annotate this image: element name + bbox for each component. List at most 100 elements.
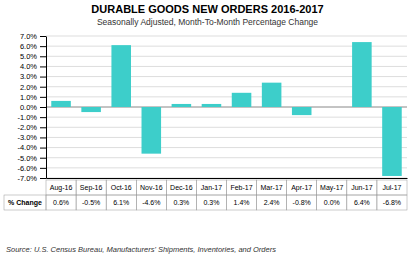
bar (382, 107, 402, 176)
table-cell (317, 195, 347, 210)
table-cell (106, 195, 136, 210)
category-label: Feb-17 (230, 184, 252, 191)
grid (46, 36, 407, 178)
table-cell (317, 180, 347, 195)
grid-line (46, 36, 407, 37)
table-cell (196, 180, 226, 195)
table-cell (136, 195, 166, 210)
table-cell (347, 195, 377, 210)
grid-line (46, 167, 407, 168)
bars (51, 42, 401, 176)
category-label: Aug-16 (50, 184, 73, 192)
bar (51, 101, 71, 107)
data-label: 0.0% (324, 199, 340, 206)
x-axis-line (47, 178, 408, 179)
bar (322, 107, 342, 108)
table-cell (4, 195, 46, 210)
y-tick-label: 6.0% (20, 42, 37, 51)
table-cell (46, 195, 76, 210)
category-label: Jan-17 (201, 184, 223, 191)
category-label: Mar-17 (261, 184, 283, 191)
y-tick-mark (40, 127, 46, 128)
table-cell (76, 195, 106, 210)
table-cell (377, 195, 407, 210)
data-label: 2.4% (264, 199, 280, 206)
table-cell (257, 195, 287, 210)
category-label: Sep-16 (80, 184, 103, 192)
y-tick-label: -5.0% (17, 154, 37, 163)
subtitle: Seasonally Adjusted, Month-To-Month Perc… (97, 17, 318, 27)
y-tick: 5.0% (20, 52, 46, 61)
category-label: Dec-16 (170, 184, 193, 191)
y-axis: -7.0%-6.0%-5.0%-4.0%-3.0%-2.0%-1.0%0.0%1… (17, 32, 46, 183)
y-tick-label: -2.0% (17, 123, 37, 132)
grid-line (46, 147, 407, 148)
table-row-label: % Change (8, 199, 42, 207)
y-tick-label: 5.0% (20, 52, 37, 61)
y-tick: 6.0% (20, 42, 46, 51)
data-label: -0.5% (82, 199, 100, 206)
y-tick-mark (40, 87, 46, 88)
data-label: -4.6% (142, 199, 160, 206)
y-tick: 2.0% (20, 83, 46, 92)
y-tick-label: 2.0% (20, 83, 37, 92)
y-tick-mark (40, 97, 46, 98)
y-tick-mark (40, 36, 46, 37)
y-tick-label: -3.0% (17, 133, 37, 142)
y-tick-label: 3.0% (20, 72, 37, 81)
x-axis (47, 178, 408, 179)
y-tick: 4.0% (20, 62, 46, 71)
y-tick-mark (40, 56, 46, 57)
y-tick: -6.0% (17, 164, 46, 173)
y-tick: 7.0% (20, 32, 46, 41)
y-tick-label: -4.0% (17, 143, 37, 152)
y-tick-label: 7.0% (20, 32, 37, 41)
table-cell (377, 180, 407, 195)
source: Source: U.S. Census Bureau, Manufacturer… (6, 245, 276, 254)
y-tick-label: -6.0% (17, 164, 37, 173)
table-cell (287, 180, 317, 195)
grid-line (46, 157, 407, 158)
table-cell (136, 180, 166, 195)
bar (232, 93, 252, 107)
y-tick: -3.0% (17, 133, 46, 142)
y-tick-label: -1.0% (17, 113, 37, 122)
y-tick-label: 1.0% (20, 93, 37, 102)
category-label: Oct-16 (111, 184, 132, 191)
y-tick: -2.0% (17, 123, 46, 132)
table-cell (46, 180, 76, 195)
y-tick: -1.0% (17, 113, 46, 122)
grid-line (46, 178, 407, 179)
table-cell (257, 180, 287, 195)
y-tick-label: -7.0% (17, 174, 37, 183)
data-label: 6.4% (354, 199, 370, 206)
y-axis-line (46, 37, 47, 179)
bar (352, 42, 372, 107)
data-label: 0.6% (53, 199, 69, 206)
y-tick: -5.0% (17, 154, 46, 163)
table-cell (76, 180, 106, 195)
data-label: -0.8% (293, 199, 311, 206)
data-label: 0.3% (173, 199, 189, 206)
bar (142, 107, 162, 154)
y-tick-mark (40, 158, 46, 159)
data-label: 0.3% (203, 199, 219, 206)
table-cell (227, 195, 257, 210)
table: Aug-16Sep-16Oct-16Nov-16Dec-16Jan-17Feb-… (4, 180, 407, 210)
y-tick-mark (40, 107, 46, 108)
table-cell (166, 195, 196, 210)
bar (202, 104, 222, 107)
y-tick: -4.0% (17, 143, 46, 152)
grid-line (46, 137, 407, 138)
grid-line (46, 127, 407, 128)
table-cell (106, 180, 136, 195)
y-tick: -7.0% (17, 174, 46, 183)
y-tick-mark (40, 148, 46, 149)
y-tick-mark (40, 168, 46, 169)
table-cell (347, 180, 377, 195)
bar (81, 107, 101, 112)
category-label: Jul-17 (382, 184, 401, 191)
table-cell (287, 195, 317, 210)
bar (172, 104, 192, 107)
data-label: -6.8% (383, 199, 401, 206)
